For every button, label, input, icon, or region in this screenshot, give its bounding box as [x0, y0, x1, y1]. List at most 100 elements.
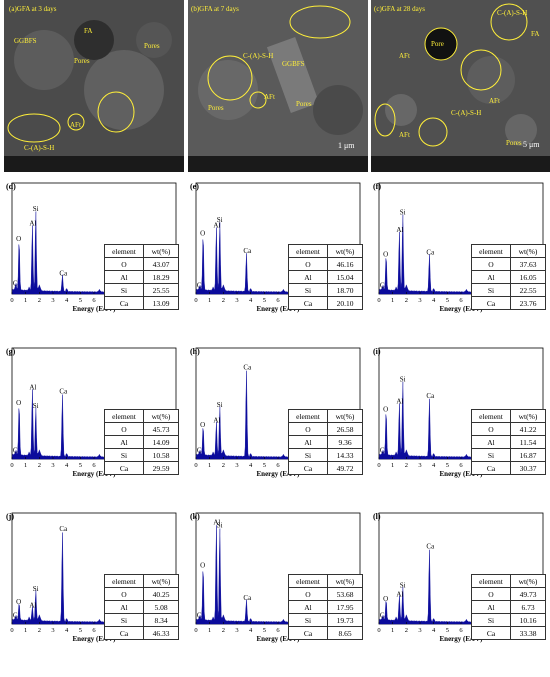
peak-label-c: C [13, 612, 18, 620]
x-tick-label: 3 [51, 627, 54, 634]
x-tick-label: 0 [377, 297, 380, 304]
table-header: element [104, 244, 144, 258]
wt-cell: 5.08 [143, 600, 179, 614]
x-tick-label: 1 [208, 627, 211, 634]
svg-text:(b)GFA at 7 days: (b)GFA at 7 days [191, 5, 239, 13]
peak-label-c: C [13, 447, 18, 455]
x-tick-label: 6 [276, 627, 280, 634]
table-row: Ca 8.65 [288, 626, 363, 640]
peak-label-al: Al [213, 417, 220, 425]
eds-panel: COAlSiCa0123456789101112Energy (E/eV)(k)… [188, 507, 368, 657]
composition-table: element wt(%) O 43.07 Al 18.29 Si 25.55 Ca 13.09 [104, 244, 179, 310]
eds-panel: COAlSiCa0123456789101112Energy (E/eV)(l)… [371, 507, 550, 657]
x-tick-label: 4 [432, 462, 436, 469]
element-cell: Al [104, 600, 144, 614]
table-row: Si 10.58 [104, 448, 179, 462]
table-row: Si 10.16 [471, 613, 546, 627]
x-tick-label: 6 [459, 297, 463, 304]
wt-cell: 16.05 [510, 270, 546, 284]
wt-cell: 16.87 [510, 448, 546, 462]
peak-label-si: Si [217, 216, 223, 224]
wt-cell: 10.16 [510, 613, 546, 627]
table-row: O 53.68 [288, 587, 363, 601]
eds-chart: COAlSiCa0123456789101112Energy (E/eV)(e) [190, 182, 363, 313]
composition-table: element wt(%) O 41.22 Al 11.54 Si 16.87 Ca 30.37 [471, 409, 546, 475]
table-row: Al 11.54 [471, 435, 546, 449]
wt-cell: 49.72 [327, 461, 363, 475]
table-header: element [471, 244, 511, 258]
x-tick-label: 5 [263, 462, 266, 469]
peak-label-ca: Ca [59, 269, 68, 277]
table-row: O 43.07 [104, 257, 179, 271]
svg-text:Pores: Pores [506, 139, 522, 147]
x-tick-label: 1 [24, 627, 27, 634]
peak-label-ca: Ca [426, 248, 435, 256]
table-row: O 41.22 [471, 422, 546, 436]
eds-panel: COAlSiCa0123456789101112Energy (E/eV)(e)… [188, 177, 368, 327]
peak-label-o: O [200, 562, 205, 570]
x-tick-label: 3 [235, 627, 238, 634]
x-tick-label: 3 [418, 627, 421, 634]
x-tick-label: 5 [446, 297, 449, 304]
wt-cell: 11.54 [510, 435, 546, 449]
table-row: Ca 30.37 [471, 461, 546, 475]
x-tick-label: 6 [459, 462, 463, 469]
element-cell: Si [104, 283, 144, 297]
x-tick-label: 2 [405, 462, 408, 469]
wt-cell: 6.73 [510, 600, 546, 614]
wt-cell: 8.34 [143, 613, 179, 627]
x-tick-label: 0 [10, 627, 13, 634]
peak-label-o: O [16, 235, 21, 243]
wt-cell: 46.33 [143, 626, 179, 640]
table-header: element [104, 409, 144, 423]
x-tick-label: 0 [377, 627, 380, 634]
panel-label: (f) [373, 182, 381, 191]
element-cell: Si [288, 448, 328, 462]
table-row: Ca 46.33 [104, 626, 179, 640]
eds-panel: COAlSiCa0123456789101112Energy (E/eV)(g)… [4, 342, 184, 492]
wt-cell: 19.73 [327, 613, 363, 627]
table-header: wt(%) [143, 244, 179, 258]
composition-table: element wt(%) O 46.16 Al 15.04 Si 18.70 Ca 20.10 [288, 244, 363, 310]
composition-table: element wt(%) O 49.73 Al 6.73 Si 10.16 Ca 33.38 [471, 574, 546, 640]
wt-cell: 18.29 [143, 270, 179, 284]
panel-label: (j) [6, 512, 14, 521]
peak-label-o: O [383, 595, 388, 603]
x-tick-label: 1 [24, 297, 27, 304]
element-cell: Al [288, 600, 328, 614]
x-tick-label: 5 [263, 297, 266, 304]
peak-label-ca: Ca [243, 247, 252, 255]
sem-micrograph: (c)GFA at 28 days C-(A)-S-H FA Pore AFt … [371, 0, 550, 172]
table-header: element [471, 409, 511, 423]
x-tick-label: 6 [276, 462, 280, 469]
x-tick-label: 4 [65, 627, 69, 634]
table-row: Ca 33.38 [471, 626, 546, 640]
x-tick-label: 5 [446, 627, 449, 634]
panel-label: (k) [190, 512, 200, 521]
peak-label-c: C [380, 612, 385, 620]
table-row: Al 9.36 [288, 435, 363, 449]
peak-label-si: Si [217, 522, 223, 530]
table-row: Al 18.29 [104, 270, 179, 284]
svg-text:C-(A)-S-H: C-(A)-S-H [24, 144, 54, 152]
panel-label: (h) [190, 347, 200, 356]
x-tick-label: 4 [65, 297, 69, 304]
table-header: wt(%) [327, 574, 363, 588]
wt-cell: 15.04 [327, 270, 363, 284]
peak-label-o: O [16, 598, 21, 606]
eds-panel: COAlSiCa0123456789101112Energy (E/eV)(j)… [4, 507, 184, 657]
x-tick-label: 0 [10, 297, 13, 304]
table-row: Al 6.73 [471, 600, 546, 614]
composition-table: element wt(%) O 37.63 Al 16.05 Si 22.55 Ca 23.76 [471, 244, 546, 310]
table-row: Si 14.33 [288, 448, 363, 462]
peak-label-c: C [197, 447, 202, 455]
peak-label-si: Si [33, 585, 39, 593]
x-tick-label: 2 [222, 462, 225, 469]
svg-text:Pores: Pores [144, 42, 160, 50]
wt-cell: 9.36 [327, 435, 363, 449]
eds-panel: COAlSiCa0123456789101112Energy (E/eV)(f)… [371, 177, 550, 327]
peak-label-ca: Ca [426, 543, 435, 551]
wt-cell: 25.55 [143, 283, 179, 297]
peak-label-al: Al [29, 383, 36, 391]
x-axis-label: Energy (E/eV) [440, 305, 484, 313]
